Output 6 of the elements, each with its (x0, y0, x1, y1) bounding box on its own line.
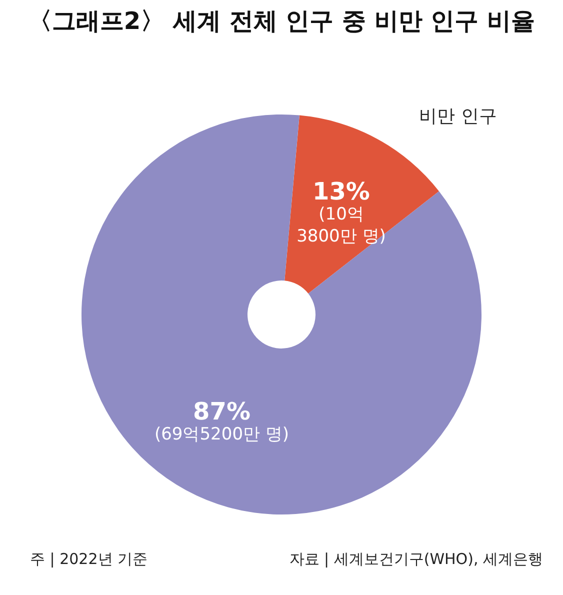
text: 87% (69억5200만 명) (154, 397, 290, 444)
chart-title: 〈그래프2〉 세계 전체 인구 중 비만 인구 비율 (28, 7, 536, 35)
text: 주 | 2022년 기준 (30, 550, 148, 568)
text: 자료 | 세계보건기구(WHO), 세계은행 (289, 550, 543, 568)
slice-label: 비만 인구 (419, 106, 497, 127)
text: 13% (10억 3800만 명) (296, 178, 386, 247)
